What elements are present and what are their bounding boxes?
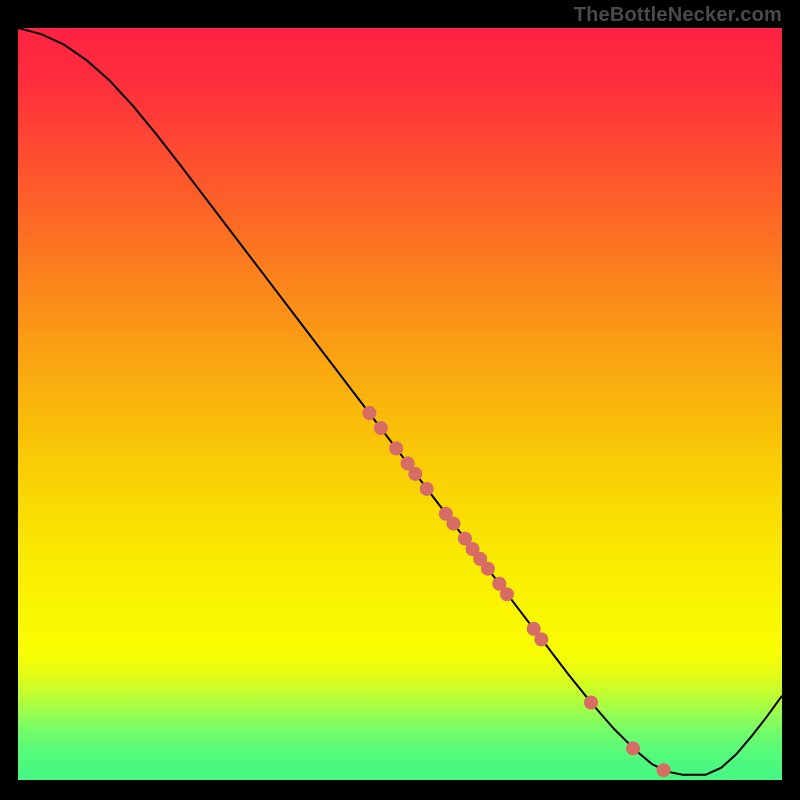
watermark-text: TheBottleNecker.com bbox=[574, 4, 782, 27]
data-marker bbox=[420, 482, 434, 496]
data-marker bbox=[626, 741, 640, 755]
data-marker bbox=[362, 406, 376, 420]
data-marker bbox=[500, 587, 514, 601]
data-marker bbox=[408, 467, 422, 481]
data-marker bbox=[584, 696, 598, 710]
data-marker bbox=[446, 517, 460, 531]
chart-svg bbox=[18, 28, 782, 780]
data-marker bbox=[389, 441, 403, 455]
data-marker bbox=[657, 763, 671, 777]
data-marker bbox=[374, 421, 388, 435]
chart-plot-area bbox=[18, 28, 782, 780]
data-marker bbox=[534, 632, 548, 646]
chart-background bbox=[18, 28, 782, 780]
data-marker bbox=[481, 562, 495, 576]
